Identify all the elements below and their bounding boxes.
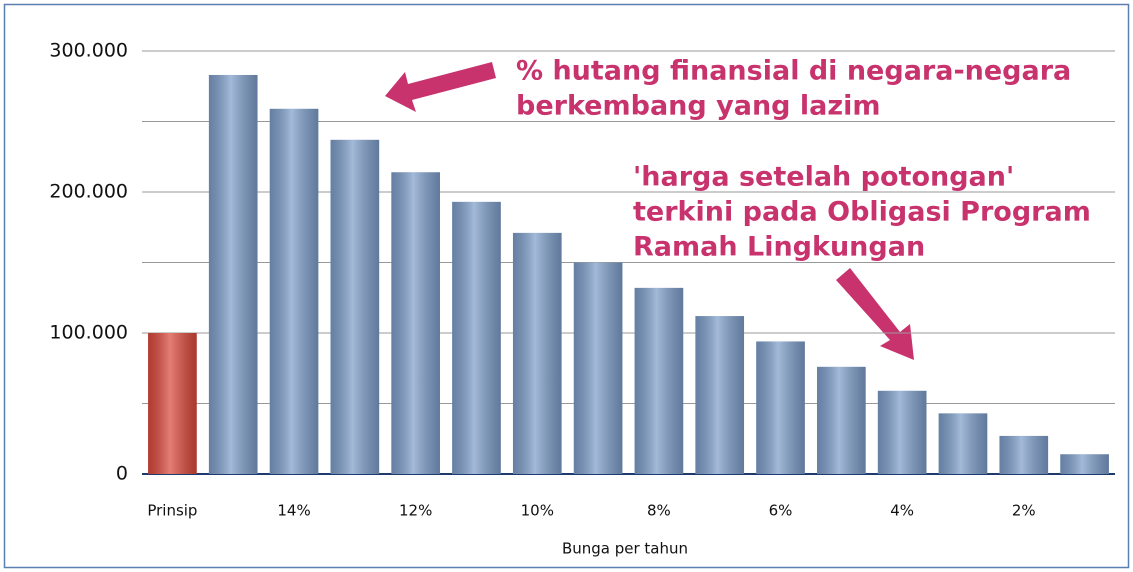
arrow (836, 268, 914, 360)
x-tick-label: 6% (769, 502, 793, 520)
x-tick-label: Prinsip (147, 502, 197, 520)
bar-shade (269, 108, 319, 474)
bar-shade (452, 201, 501, 474)
bar-shade (634, 287, 684, 474)
annotation: terkini pada Obligasi Program (633, 197, 1091, 228)
bar-shade (208, 74, 258, 474)
bar-shade (817, 366, 866, 474)
bar-shade (756, 341, 805, 474)
bar-shade (148, 333, 197, 474)
bar-shade (391, 172, 440, 474)
bar-shade (512, 232, 562, 474)
bar-shade (695, 316, 745, 474)
annotation: Ramah Lingkungan (633, 232, 925, 263)
frame (3, 3, 1130, 569)
bar-shade (1060, 454, 1109, 474)
bar-shade (999, 435, 1049, 474)
annotation: 'harga setelah potongan' (633, 162, 1014, 193)
x-tick-label: 12% (399, 502, 432, 520)
bar-shade (330, 139, 380, 474)
x-axis-label: Bunga per tahun (562, 540, 688, 558)
y-tick-label: 200.000 (49, 181, 128, 203)
y-tick-label: 300.000 (49, 40, 128, 62)
bar-shade (877, 390, 927, 474)
x-tick-label: 14% (277, 502, 310, 520)
x-tick-label: 2% (1012, 502, 1036, 520)
bar-shade (573, 262, 623, 474)
x-tick-label: 4% (890, 502, 914, 520)
arrow (385, 62, 496, 112)
y-tick-label: 100.000 (49, 322, 128, 344)
annotation: berkembang yang lazim (516, 91, 880, 122)
x-tick-label: 8% (647, 502, 671, 520)
y-tick-label: 0 (116, 463, 128, 485)
bar-shade (938, 413, 988, 474)
annotation: % hutang finansial di negara-negara (516, 56, 1071, 87)
x-tick-label: 10% (521, 502, 554, 520)
